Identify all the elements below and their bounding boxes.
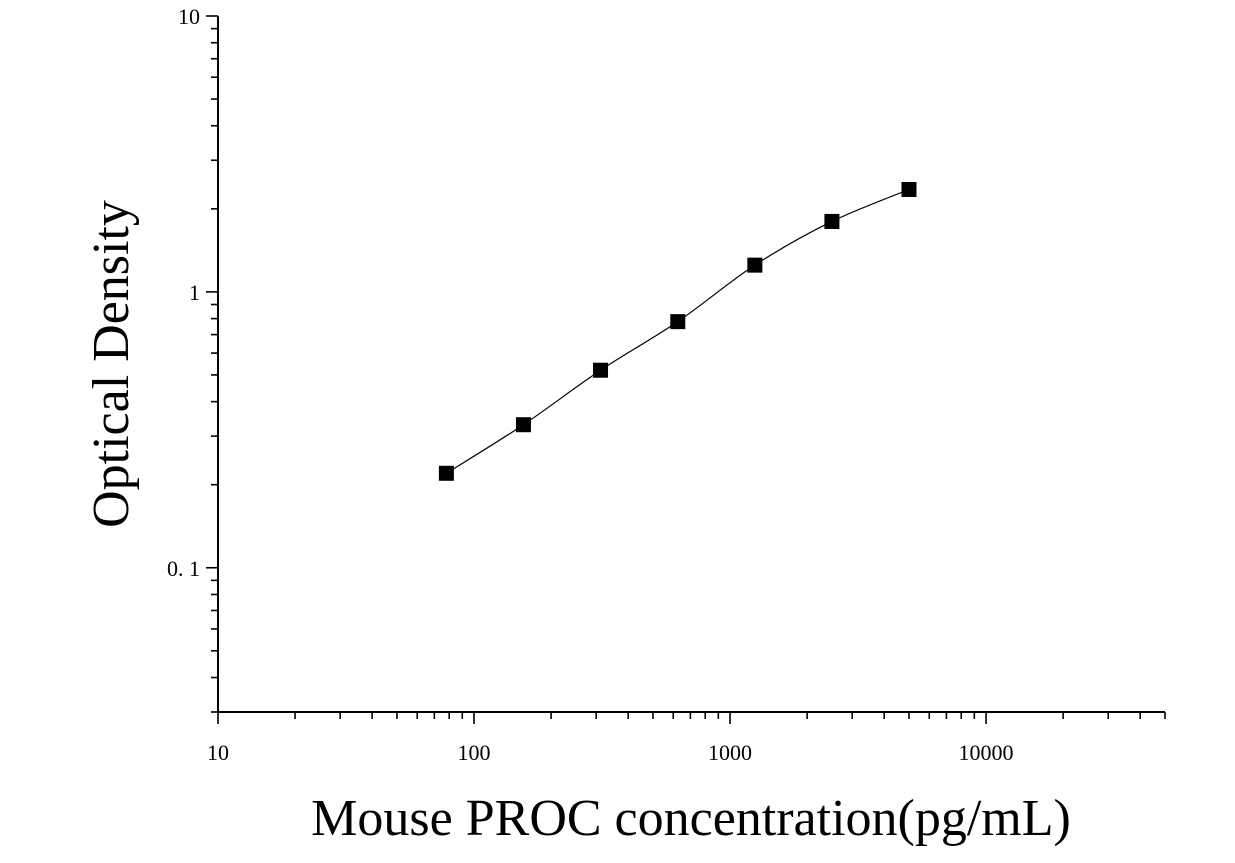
y-axis-title: Optical Density (83, 200, 140, 528)
fit-curve (446, 188, 910, 474)
data-point-marker (438, 465, 454, 481)
y-tick-label: 10 (178, 4, 200, 29)
x-tick-label: 10 (207, 740, 229, 765)
tick-labels: 10 100 1000 10000 0. 1 1 10 (167, 4, 1014, 765)
y-tick-label: 1 (189, 280, 200, 305)
y-tick-label: 0. 1 (167, 556, 200, 581)
data-points (438, 182, 917, 481)
data-point-marker (670, 314, 686, 330)
data-point-marker (824, 213, 840, 229)
data-point-marker (515, 417, 531, 433)
data-point-marker (593, 362, 609, 378)
x-tick-label: 1000 (708, 740, 752, 765)
x-tick-label: 100 (458, 740, 491, 765)
x-tick-label: 10000 (959, 740, 1014, 765)
data-point-marker (747, 257, 763, 273)
data-point-marker (901, 182, 917, 198)
axis-ticks (206, 15, 1166, 724)
x-axis-title: Mouse PROC concentration(pg/mL) (311, 790, 1071, 847)
